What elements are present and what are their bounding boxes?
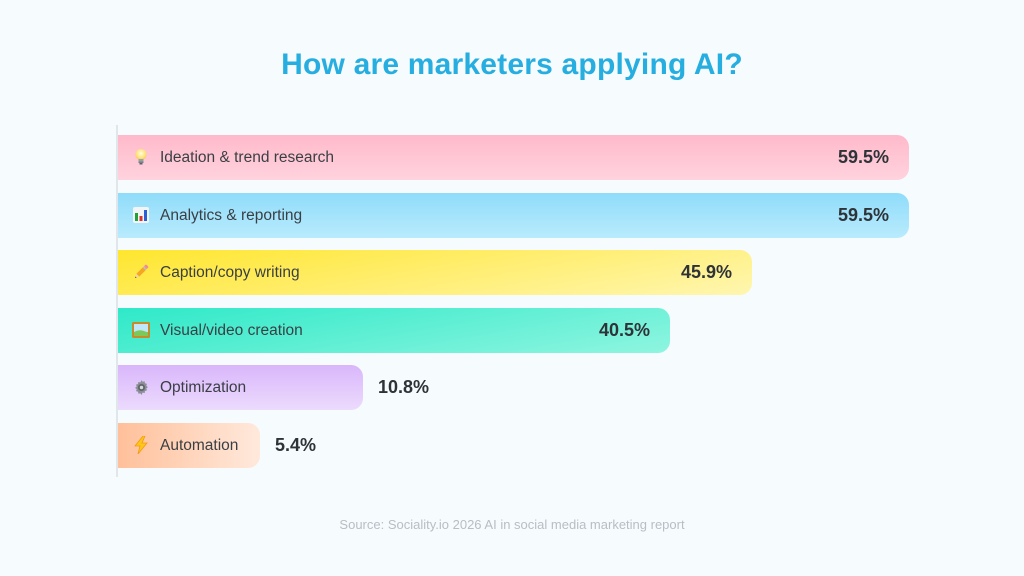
- bar-value: 59.5%: [837, 205, 889, 225]
- y-axis-line: [116, 125, 118, 477]
- framed-picture-icon: [132, 321, 150, 339]
- bar-value-automation: 5.4%: [275, 435, 317, 455]
- bar-label: Optimization: [160, 379, 247, 396]
- bar-label: Visual/video creation: [160, 322, 303, 339]
- bar-label: Analytics & reporting: [160, 207, 303, 224]
- bar-label: Ideation & trend research: [160, 149, 335, 166]
- bar-caption-copy-writing: Caption/copy writing 45.9%: [118, 250, 752, 295]
- bar-label: Automation: [160, 437, 239, 454]
- bar-analytics-reporting: Analytics & reporting 59.5%: [118, 193, 909, 238]
- chart-title: How are marketers applying AI?: [281, 48, 743, 81]
- pencil-icon: [132, 263, 150, 281]
- bar-label: Caption/copy writing: [160, 264, 300, 281]
- bar-value: 45.9%: [680, 262, 732, 282]
- bar-chart-icon: [132, 206, 150, 224]
- lightning-icon: [132, 436, 150, 454]
- bar-visual-video-creation: Visual/video creation 40.5%: [118, 308, 670, 353]
- gear-icon: [132, 378, 150, 396]
- source-note: Source: Sociality.io 2026 AI in social m…: [339, 517, 685, 532]
- bar-optimization: Optimization: [118, 365, 363, 410]
- bar-value-optimization: 10.8%: [378, 377, 430, 397]
- bar-value: 40.5%: [598, 320, 650, 340]
- lightbulb-icon: [132, 148, 150, 166]
- bar-value: 59.5%: [837, 147, 889, 167]
- bar-automation: Automation: [118, 423, 260, 468]
- bar-ideation-trend-research: Ideation & trend research 59.5%: [118, 135, 909, 180]
